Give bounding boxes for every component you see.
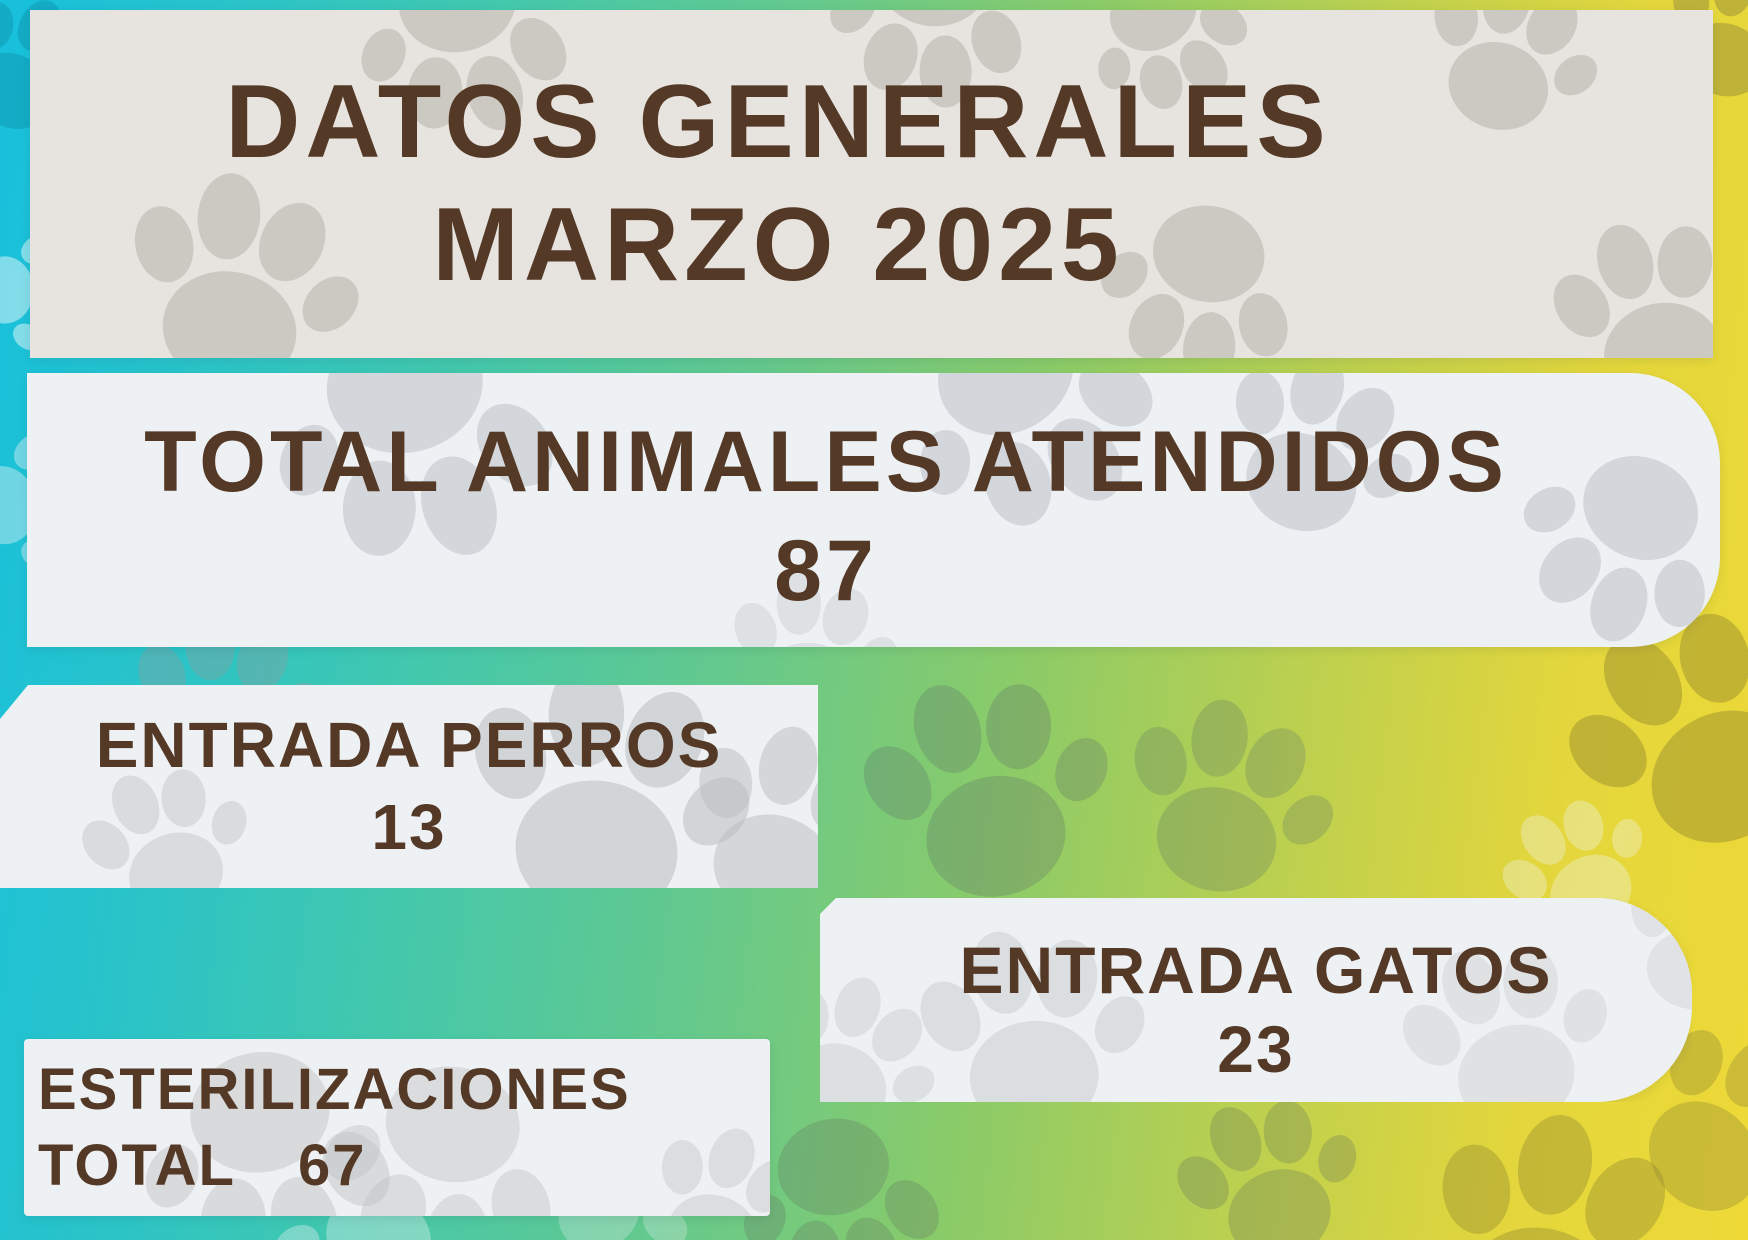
stat-total-value: 87 [774,523,878,619]
stat-sterilizations-panel: ESTERILIZACIONES TOTAL 67 [24,1039,770,1216]
paw-icon [1134,699,1334,892]
page-title-line2: MARZO 2025 [432,187,1124,303]
stat-dogs-value: 13 [371,790,447,863]
stat-dogs-label: ENTRADA PERROS [95,708,723,781]
stat-sterilizations-label: ESTERILIZACIONES [38,1057,631,1123]
stat-dogs-panel: ENTRADA PERROS 13 [0,685,818,888]
title-banner: DATOS GENERALES MARZO 2025 [30,10,1713,358]
stat-sterilizations-value: 67 [297,1132,367,1198]
stat-cats-panel: ENTRADA GATOS 23 [820,898,1692,1102]
stat-sterilizations-sublabel: TOTAL [38,1132,236,1198]
page-title-line1: DATOS GENERALES [225,64,1331,181]
stat-cats-value: 23 [1217,1012,1295,1086]
stat-total-animals-panel: TOTAL ANIMALES ATENDIDOS 87 [27,373,1720,647]
paw-icon [863,684,1108,897]
stat-total-label: TOTAL ANIMALES ATENDIDOS [144,413,1508,510]
stat-cats-label: ENTRADA GATOS [959,932,1553,1007]
